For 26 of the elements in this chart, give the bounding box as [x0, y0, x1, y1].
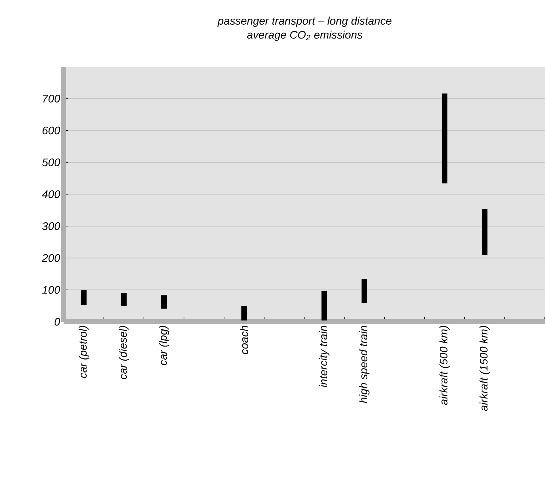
bar [322, 291, 328, 321]
y-tick-label: 500 [42, 158, 60, 167]
y-tick-label: 200 [42, 254, 60, 262]
x-tick-label: airkraft (1500 km) [480, 326, 490, 412]
x-tick-label: car (lpg) [159, 326, 170, 366]
bar [362, 279, 368, 304]
bar [242, 306, 248, 321]
bar [81, 290, 87, 306]
x-tick-label: high speed train [360, 326, 370, 404]
y-tick-label: 600 [42, 126, 60, 135]
x-tick-label: car (petrol) [78, 326, 90, 378]
x-tick-label: airkraft (500 km) [440, 326, 450, 406]
bar [121, 292, 127, 306]
x-tick-label: intercity train [319, 326, 330, 388]
x-tick-label: coach [240, 326, 248, 354]
y-tick-label: 700 [43, 95, 60, 103]
y-tick-label: 100 [42, 286, 60, 294]
y-tick-label: 300 [42, 222, 60, 230]
bar [442, 94, 448, 184]
bar [482, 209, 488, 256]
chart-subtitle: average CO$_{2}$ emissions [247, 30, 363, 42]
x-tick-label: car (diesel) [119, 326, 130, 380]
bar [161, 296, 168, 309]
y-tick-label: 0 [54, 318, 60, 326]
chart-title: passenger transport – long distance [218, 16, 392, 28]
y-tick-label: 400 [42, 190, 60, 198]
